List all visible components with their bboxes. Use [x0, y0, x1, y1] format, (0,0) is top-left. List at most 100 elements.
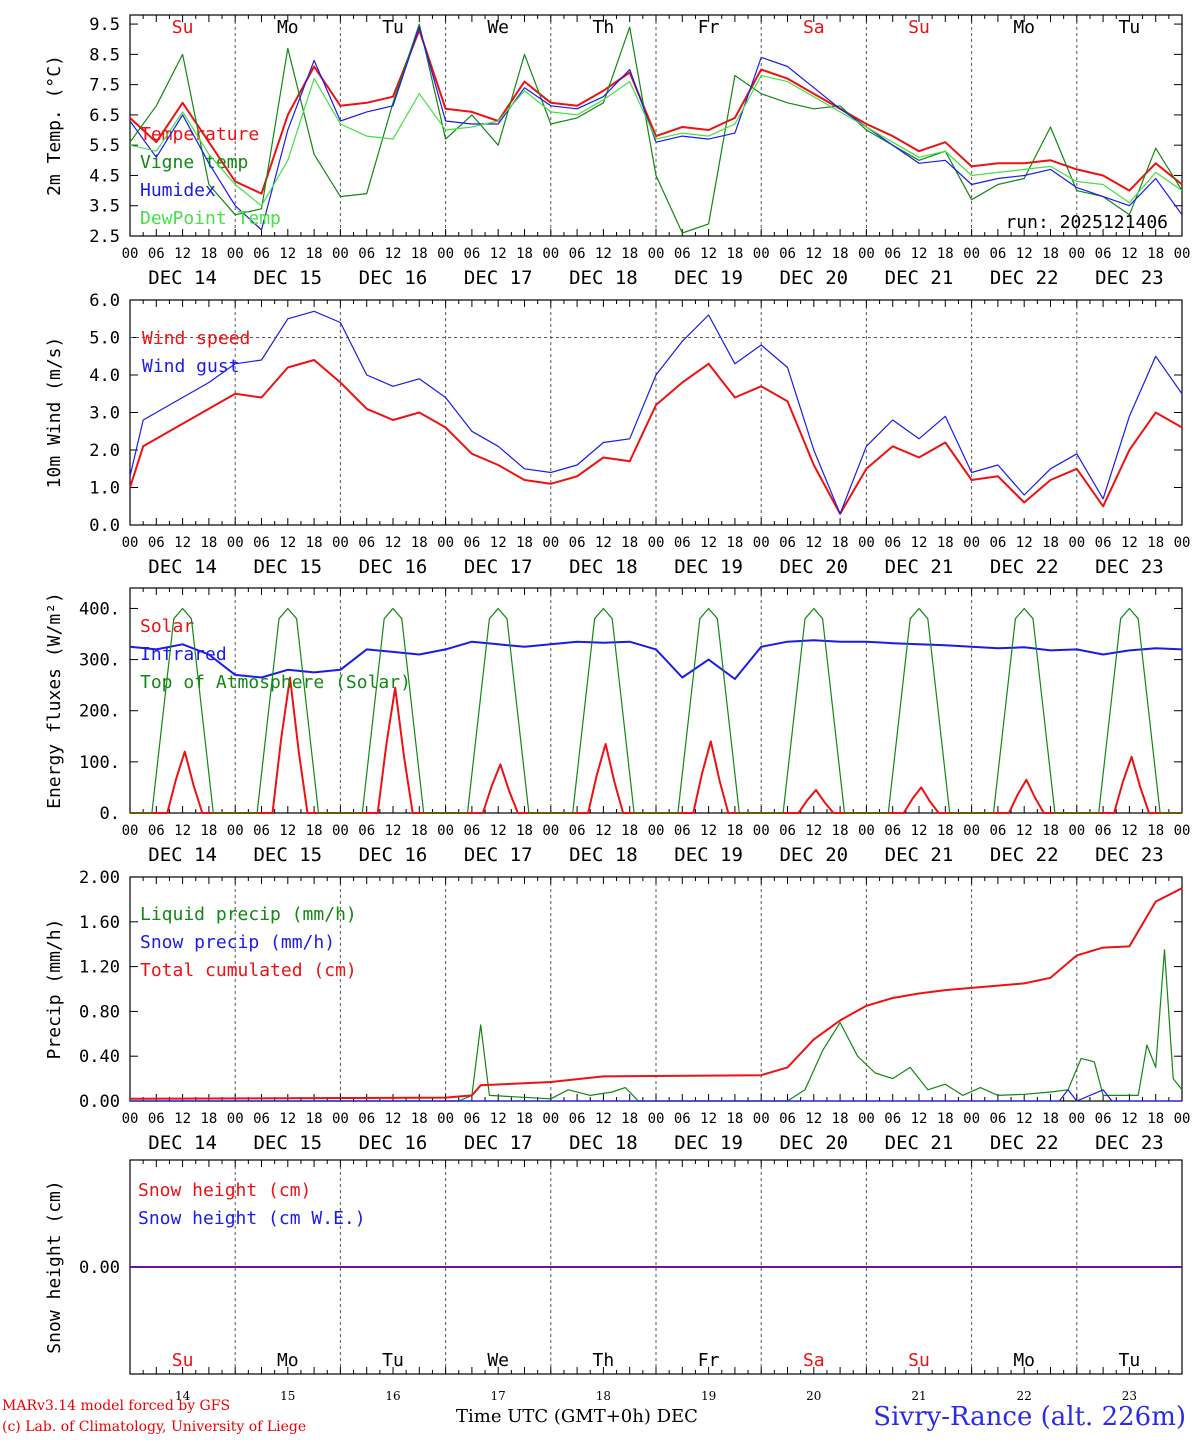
hour-label: 12 [805, 823, 822, 839]
hour-label: 00 [227, 1111, 244, 1127]
hour-label: 12 [279, 1111, 296, 1127]
hour-label: 00 [437, 246, 454, 262]
legend-entry: Solar [140, 616, 194, 637]
hour-label: 18 [621, 1111, 638, 1127]
y-tick-label: 6.0 [89, 291, 120, 311]
hour-label: 00 [227, 823, 244, 839]
date-label: DEC 18 [569, 556, 638, 578]
weekday-label: We [487, 17, 509, 38]
y-tick-label: 3.0 [89, 404, 120, 424]
legend-entry: Total cumulated (cm) [140, 960, 357, 981]
hour-label: 18 [621, 246, 638, 262]
y-tick-label: 0.00 [79, 1258, 120, 1278]
y-tick-label: 2.5 [89, 227, 120, 247]
legend-entry: Wind speed [142, 328, 250, 349]
weekday-label: Tu [382, 17, 404, 38]
panel-frame-wind [129, 299, 1183, 526]
hour-label: 12 [174, 535, 191, 551]
weekday-label: Tu [1119, 1350, 1141, 1371]
run-label: run: 2025121406 [1005, 212, 1168, 233]
hour-label: 06 [989, 823, 1006, 839]
hour-label: 18 [726, 1111, 743, 1127]
y-tick-label: 1.0 [89, 479, 120, 499]
weekday-label: Tu [382, 1350, 404, 1371]
date-label: DEC 21 [885, 1132, 954, 1154]
hour-label: 12 [1121, 1111, 1138, 1127]
y-tick-label: 5.0 [89, 329, 120, 349]
hour-label: 12 [279, 535, 296, 551]
y-tick-label: 7.5 [89, 76, 120, 96]
hour-label: 06 [884, 535, 901, 551]
date-label: DEC 14 [148, 844, 217, 866]
day-number-label: 22 [1017, 1389, 1032, 1403]
hour-label: 06 [148, 1111, 165, 1127]
hour-label: 06 [463, 246, 480, 262]
hour-label: 06 [779, 823, 796, 839]
hour-label: 12 [805, 535, 822, 551]
hour-label: 06 [569, 1111, 586, 1127]
legend-entry: Snow precip (mm/h) [140, 932, 335, 953]
date-label: DEC 20 [779, 267, 848, 289]
hour-label: 00 [542, 535, 559, 551]
hour-label: 12 [700, 1111, 717, 1127]
weekday-label: Mo [1013, 17, 1035, 38]
date-label: DEC 21 [885, 844, 954, 866]
hour-label: 06 [1095, 1111, 1112, 1127]
series-line-dewpoint-temp [129, 74, 1183, 207]
hour-label: 12 [385, 246, 402, 262]
hour-label: 12 [490, 535, 507, 551]
hour-label: 06 [569, 535, 586, 551]
hour-label: 18 [411, 1111, 428, 1127]
y-axis-label: 10m Wind (m/s) [44, 337, 65, 489]
hour-label: 12 [1121, 823, 1138, 839]
y-tick-label: 1.20 [79, 958, 120, 978]
hour-label: 12 [805, 246, 822, 262]
series-line-liquid-precip-mm-h- [130, 949, 1183, 1102]
date-label: DEC 16 [359, 1132, 428, 1154]
weekday-label: We [487, 1350, 509, 1371]
weekday-label: Fr [698, 17, 720, 38]
date-label: DEC 23 [1095, 844, 1164, 866]
hour-label: 00 [1068, 246, 1085, 262]
weekday-label: Sa [803, 17, 825, 38]
hour-label: 12 [1121, 246, 1138, 262]
hour-label: 18 [516, 1111, 533, 1127]
hour-label: 12 [700, 246, 717, 262]
date-label: DEC 15 [253, 267, 322, 289]
day-number-label: 14 [175, 1389, 191, 1403]
hour-label: 00 [858, 246, 875, 262]
hour-label: 12 [911, 823, 928, 839]
hour-label: 18 [411, 246, 428, 262]
hour-label: 18 [726, 246, 743, 262]
hour-label: 00 [753, 535, 770, 551]
y-tick-label: 5.5 [89, 136, 120, 156]
series-line-wind-speed [129, 359, 1183, 515]
hour-label: 12 [490, 246, 507, 262]
hour-label: 06 [463, 535, 480, 551]
date-label: DEC 15 [253, 844, 322, 866]
hour-label: 12 [911, 1111, 928, 1127]
hour-label: 18 [306, 1111, 323, 1127]
hour-label: 00 [1174, 1111, 1191, 1127]
hour-label: 06 [779, 1111, 796, 1127]
legend-entry: Vigne temp [140, 152, 248, 173]
day-number-label: 21 [911, 1389, 926, 1403]
y-tick-label: 200. [79, 702, 120, 722]
hour-label: 12 [1016, 246, 1033, 262]
date-label: DEC 19 [674, 556, 743, 578]
date-label: DEC 14 [148, 267, 217, 289]
hour-label: 12 [595, 535, 612, 551]
date-label: DEC 17 [464, 844, 533, 866]
hour-label: 00 [648, 1111, 665, 1127]
hour-label: 06 [358, 1111, 375, 1127]
hour-label: 18 [411, 823, 428, 839]
hour-label: 18 [1042, 823, 1059, 839]
hour-label: 12 [1121, 535, 1138, 551]
hour-label: 00 [542, 246, 559, 262]
y-tick-label: 6.5 [89, 106, 120, 126]
hour-label: 18 [726, 823, 743, 839]
x-caption-month: DEC [656, 1406, 698, 1427]
hour-label: 18 [1042, 246, 1059, 262]
weekday-label: Th [593, 17, 615, 38]
hour-label: 18 [200, 1111, 217, 1127]
